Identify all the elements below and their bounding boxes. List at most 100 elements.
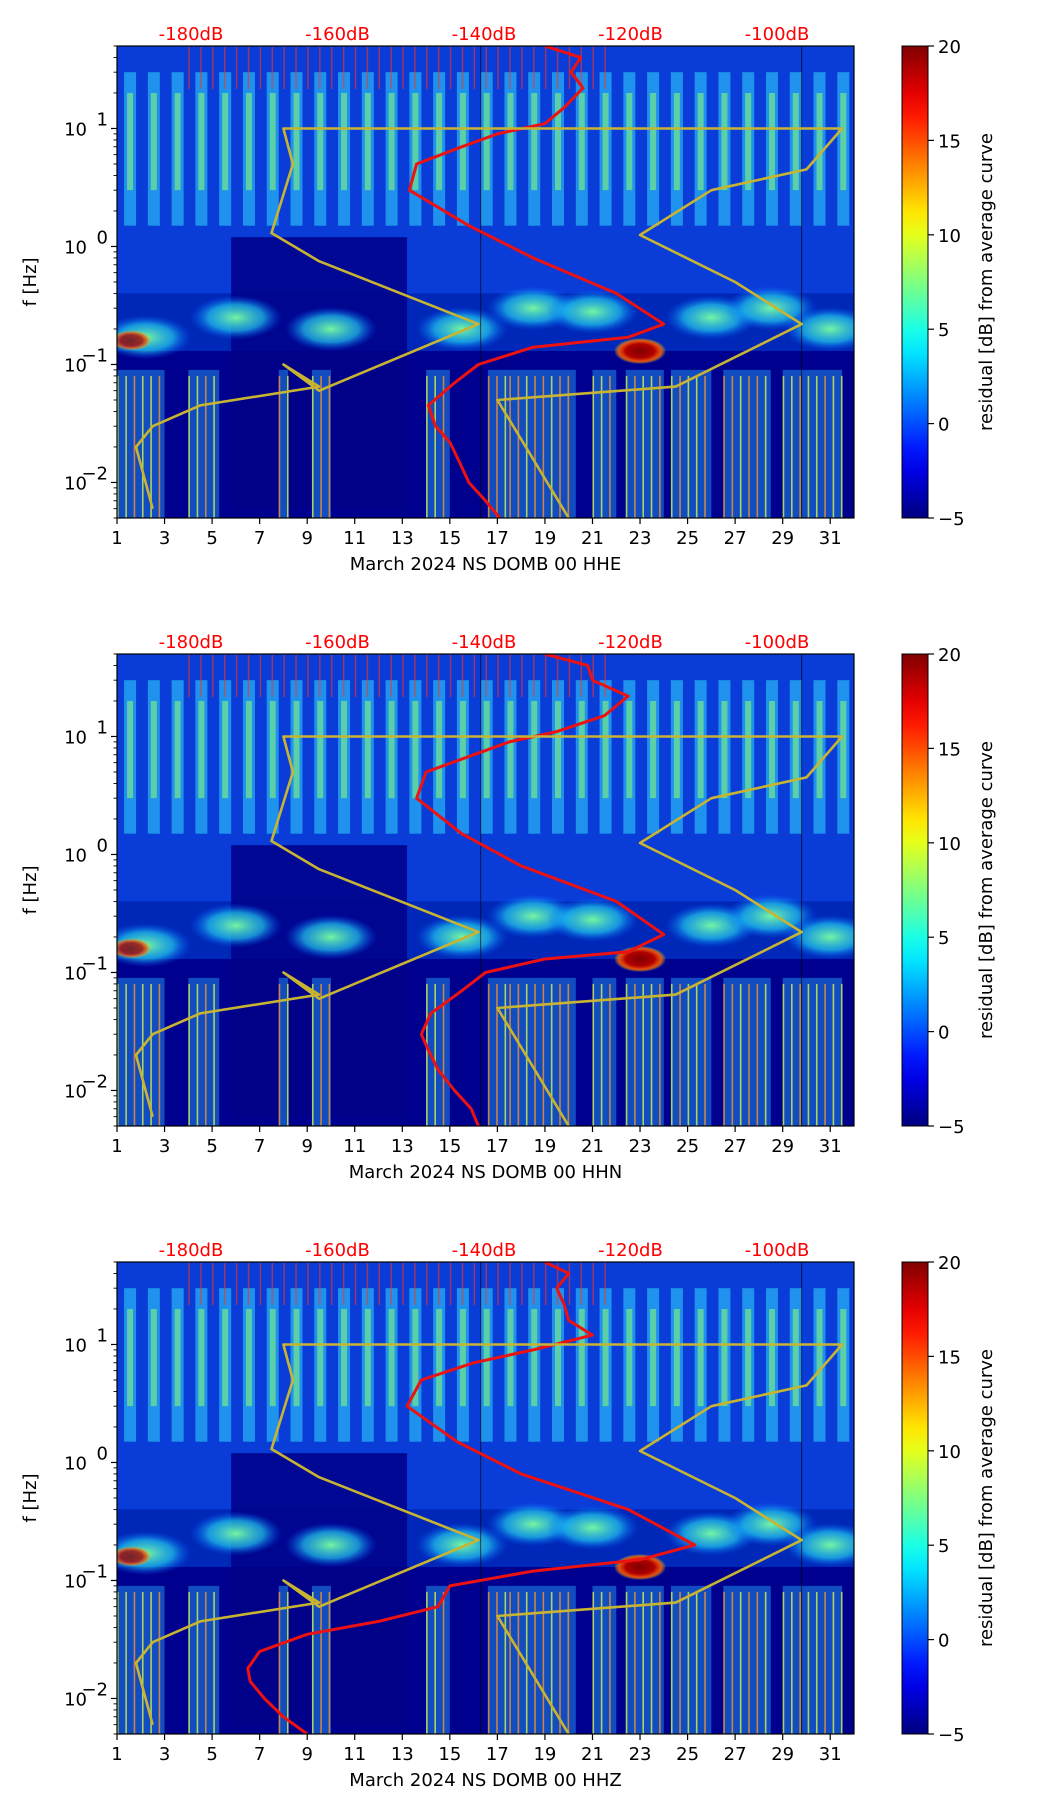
svg-text:−1: −1: [81, 345, 108, 366]
db-scale-label: -160dB: [305, 632, 370, 653]
x-tick-label: 25: [676, 1136, 699, 1157]
colorbar-tick-label: 20: [938, 37, 961, 58]
x-tick-label: 3: [159, 1136, 170, 1157]
db-scale-label: -140dB: [452, 632, 517, 653]
svg-text:−2: −2: [81, 1679, 108, 1700]
x-tick-label: 17: [486, 528, 509, 549]
db-scale-label: -100dB: [745, 632, 810, 653]
x-tick-label: 7: [254, 1744, 265, 1765]
y-tick-label: 10: [64, 963, 87, 984]
y-tick-label: 10: [64, 1335, 87, 1356]
x-tick-label: 17: [486, 1136, 509, 1157]
svg-text:−1: −1: [81, 953, 108, 974]
x-axis-label: March 2024 NS DOMB 00 HHN: [349, 1162, 623, 1183]
x-tick-label: 23: [629, 1744, 652, 1765]
x-axis-label: March 2024 NS DOMB 00 HHZ: [349, 1770, 621, 1791]
x-tick-label: 1: [111, 1136, 122, 1157]
x-tick-label: 27: [724, 1744, 747, 1765]
colorbar-tick-label: 0: [938, 1631, 949, 1652]
colorbar-label: residual [dB] from average curve: [976, 1349, 997, 1647]
x-tick-label: 29: [771, 1744, 794, 1765]
spectrogram-image: [117, 1262, 854, 1734]
y-tick-label: 10: [64, 1571, 87, 1592]
x-tick-label: 7: [254, 528, 265, 549]
colorbar: −5 0 5 10 15 20 residual [dB] from average cur…: [901, 1253, 997, 1746]
svg-text:−2: −2: [81, 1071, 108, 1092]
colorbar-tick-label: −5: [938, 1117, 965, 1138]
db-scale-label: -160dB: [305, 24, 370, 45]
x-tick-label: 19: [533, 1136, 556, 1157]
x-tick-label: 9: [301, 1136, 312, 1157]
svg-text:1: 1: [97, 1325, 108, 1346]
db-scale-label: -120dB: [598, 1240, 663, 1261]
db-scale-label: -180dB: [159, 24, 224, 45]
noise-model-curve: [134, 1343, 844, 1734]
svg-text:−1: −1: [81, 1561, 108, 1582]
colorbar: −5 0 5 10 15 20 residual [dB] from average cur…: [901, 645, 997, 1138]
x-tick-label: 19: [533, 1744, 556, 1765]
colorbar-tick-label: 15: [938, 739, 961, 760]
x-tick-label: 13: [391, 528, 414, 549]
x-tick-label: 29: [771, 528, 794, 549]
x-tick-label: 11: [343, 528, 366, 549]
x-tick-label: 31: [819, 1744, 842, 1765]
db-scale-label: -180dB: [159, 1240, 224, 1261]
y-tick-label: 10: [64, 237, 87, 258]
db-scale-label: -120dB: [598, 632, 663, 653]
y-tick-label: 10: [64, 473, 87, 494]
db-scale-label: -140dB: [452, 24, 517, 45]
y-tick-label: 10: [64, 1689, 87, 1710]
x-tick-label: 31: [819, 528, 842, 549]
x-tick-label: 11: [343, 1136, 366, 1157]
x-tick-label: 13: [391, 1744, 414, 1765]
x-tick-label: 15: [438, 528, 461, 549]
colorbar-tick-label: 5: [938, 1536, 949, 1557]
x-tick-label: 31: [819, 1136, 842, 1157]
svg-text:1: 1: [97, 109, 108, 130]
colorbar-label: residual [dB] from average curve: [976, 133, 997, 431]
y-tick-label: 10: [64, 727, 87, 748]
x-tick-label: 9: [301, 1744, 312, 1765]
x-tick-label: 1: [111, 528, 122, 549]
y-axis-label: f [Hz]: [20, 1473, 41, 1522]
db-scale-label: -120dB: [598, 24, 663, 45]
x-tick-label: 15: [438, 1136, 461, 1157]
colorbar-tick-label: 20: [938, 1253, 961, 1274]
db-scale-label: -140dB: [452, 1240, 517, 1261]
x-tick-label: 5: [206, 1136, 217, 1157]
colorbar-tick-label: −5: [938, 1725, 965, 1746]
x-tick-label: 27: [724, 528, 747, 549]
svg-text:0: 0: [97, 227, 108, 248]
colorbar-tick-label: 0: [938, 1023, 949, 1044]
x-tick-label: 29: [771, 1136, 794, 1157]
y-tick-label: 10: [64, 355, 87, 376]
colorbar-tick-label: 10: [938, 834, 961, 855]
colorbar-tick-label: −5: [938, 509, 965, 530]
x-tick-label: 15: [438, 1744, 461, 1765]
x-tick-label: 17: [486, 1744, 509, 1765]
x-tick-label: 21: [581, 1136, 604, 1157]
colorbar: −5 0 5 10 15 20 residual [dB] from average cur…: [901, 37, 997, 530]
y-axis-label: f [Hz]: [20, 257, 41, 306]
noise-model-curve: [134, 735, 844, 1126]
db-scale-label: -160dB: [305, 1240, 370, 1261]
x-tick-label: 11: [343, 1744, 366, 1765]
colorbar-tick-label: 5: [938, 320, 949, 341]
svg-text:−2: −2: [81, 463, 108, 484]
y-tick-label: 10: [64, 1453, 87, 1474]
x-tick-label: 27: [724, 1136, 747, 1157]
x-tick-label: 25: [676, 1744, 699, 1765]
x-tick-label: 5: [206, 1744, 217, 1765]
y-tick-label: 10: [64, 119, 87, 140]
x-tick-label: 3: [159, 1744, 170, 1765]
x-tick-label: 21: [581, 1744, 604, 1765]
average-psd-curve: [407, 46, 666, 518]
colorbar-tick-label: 10: [938, 226, 961, 247]
db-scale-label: -100dB: [745, 1240, 810, 1261]
svg-text:0: 0: [97, 835, 108, 856]
average-psd-curve: [246, 1262, 697, 1734]
